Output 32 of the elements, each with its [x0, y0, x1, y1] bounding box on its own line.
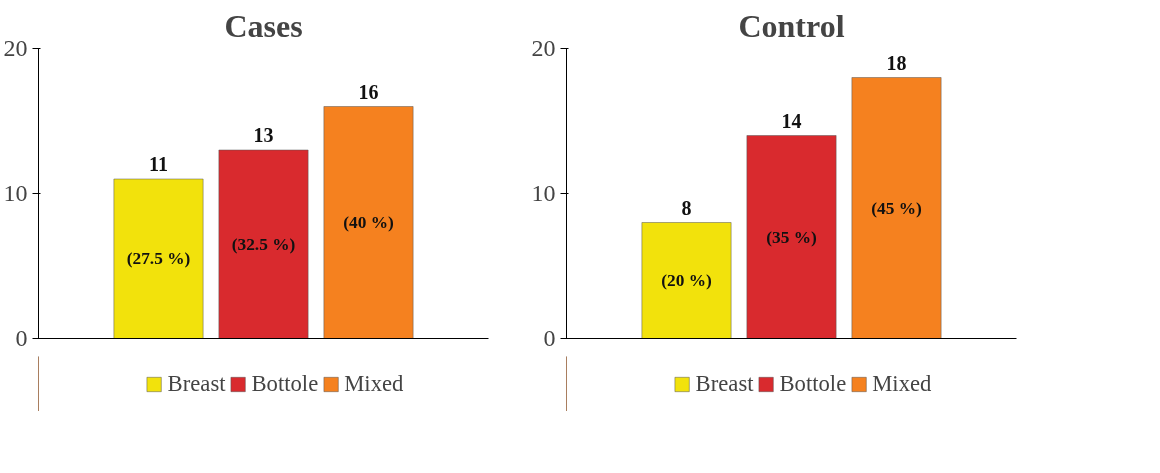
- y-tick-label: 0: [543, 325, 556, 351]
- legend-label: Bottole: [251, 370, 319, 397]
- y-tick-label: 10: [531, 180, 556, 206]
- chart-title: Cases: [224, 7, 303, 44]
- data-label: 16: [358, 80, 379, 103]
- legend-label: Breast: [167, 370, 226, 397]
- annotation: (20 %): [661, 271, 712, 290]
- data-label: 13: [253, 124, 274, 146]
- y-tick-label: 20: [531, 35, 556, 61]
- annotation: (35 %): [766, 227, 817, 247]
- annotation: (27.5 %): [126, 249, 191, 269]
- chart-title: Control: [738, 7, 845, 44]
- legend-label: Mixed: [344, 370, 404, 397]
- data-label: 14: [781, 109, 802, 132]
- y-tick-label: 0: [15, 325, 28, 351]
- y-tick-label: 20: [3, 35, 28, 61]
- bar: [641, 222, 732, 339]
- bar: [851, 77, 942, 339]
- bar: [218, 149, 309, 339]
- data-label: 11: [149, 153, 168, 175]
- bar: [746, 135, 837, 339]
- data-label: 8: [681, 196, 692, 219]
- y-tick-label: 10: [3, 180, 28, 206]
- annotation: (45 %): [871, 198, 922, 218]
- data-label: 18: [886, 51, 907, 74]
- bar: [113, 178, 204, 339]
- bar: [323, 106, 414, 339]
- legend-label: Bottole: [779, 370, 847, 397]
- annotation: (32.5 %): [231, 234, 296, 254]
- legend-label: Mixed: [872, 370, 932, 397]
- annotation: (40 %): [343, 213, 394, 232]
- legend-label: Breast: [695, 370, 754, 397]
